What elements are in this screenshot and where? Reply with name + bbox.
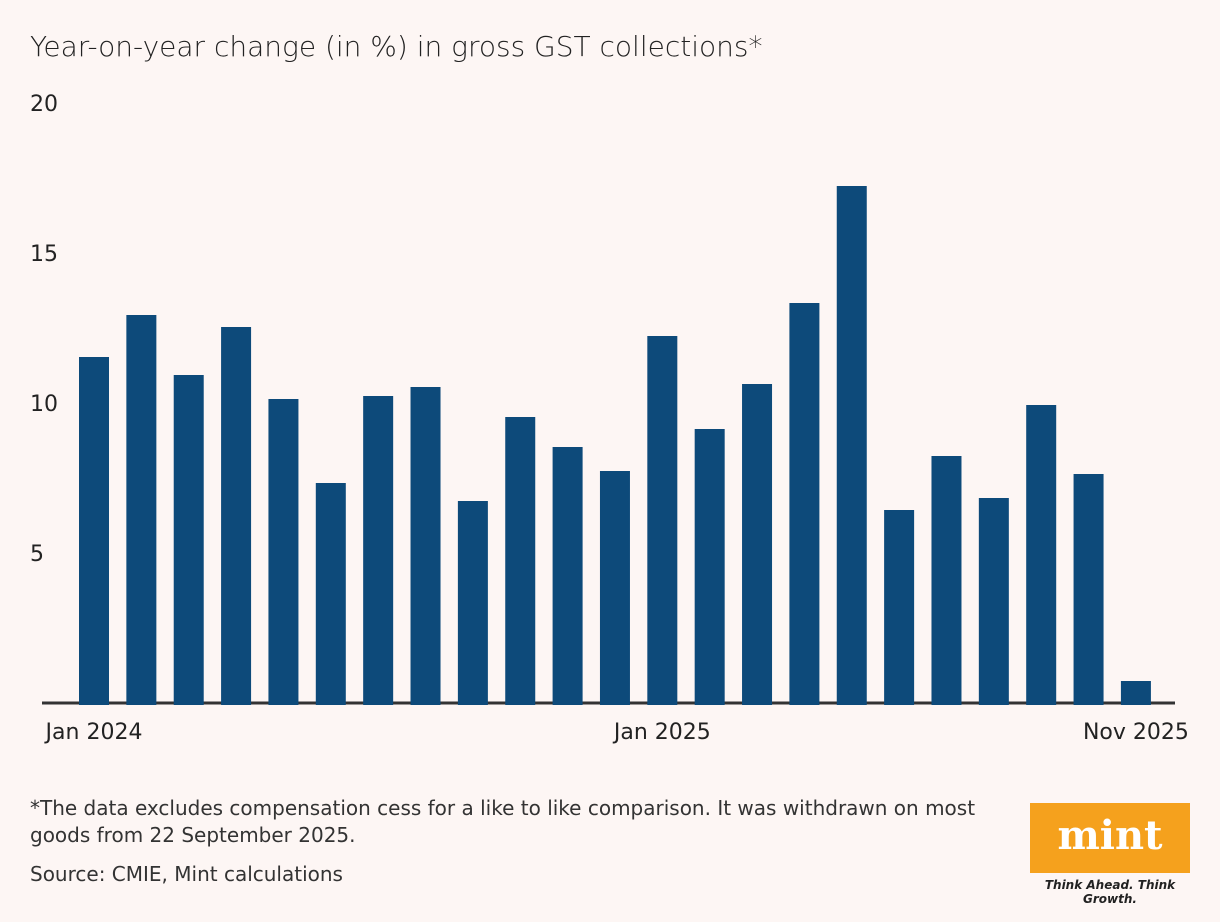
bar — [173, 375, 204, 705]
logo: mint — [1030, 803, 1190, 873]
bar — [884, 510, 915, 705]
y-tick-label: 20 — [30, 92, 58, 117]
bar — [363, 396, 394, 705]
bar — [978, 498, 1009, 705]
chart-title: Year-on-year change (in %) in gross GST … — [30, 30, 762, 63]
bar — [1026, 405, 1057, 705]
bar — [79, 357, 109, 705]
bar — [221, 327, 252, 705]
source: Source: CMIE, Mint calculations — [30, 862, 343, 886]
footnote: *The data excludes compensation cess for… — [30, 796, 976, 847]
bar — [315, 483, 346, 705]
bar — [789, 303, 820, 705]
y-tick-label: 5 — [30, 542, 44, 567]
x-tick-label: Jan 2024 — [44, 720, 143, 745]
x-tick-label: Nov 2025 — [1083, 720, 1189, 745]
bar — [931, 456, 962, 705]
logo-tagline: Think Ahead. Think Growth. — [1044, 878, 1176, 906]
bar — [410, 387, 441, 705]
bar — [505, 417, 536, 705]
y-tick-label: 15 — [30, 242, 58, 267]
bar — [457, 501, 488, 705]
y-tick-label: 10 — [30, 392, 58, 417]
bar — [836, 186, 867, 705]
bar — [694, 429, 725, 705]
bar — [599, 471, 630, 705]
bar — [1120, 681, 1151, 705]
bar — [552, 447, 583, 705]
bar — [647, 336, 678, 705]
bar — [268, 399, 299, 705]
bar — [742, 384, 773, 705]
bar — [1073, 474, 1104, 705]
bar — [126, 315, 157, 705]
x-tick-label: Jan 2025 — [612, 720, 711, 745]
chart: Year-on-year change (in %) in gross GST … — [30, 30, 1189, 745]
